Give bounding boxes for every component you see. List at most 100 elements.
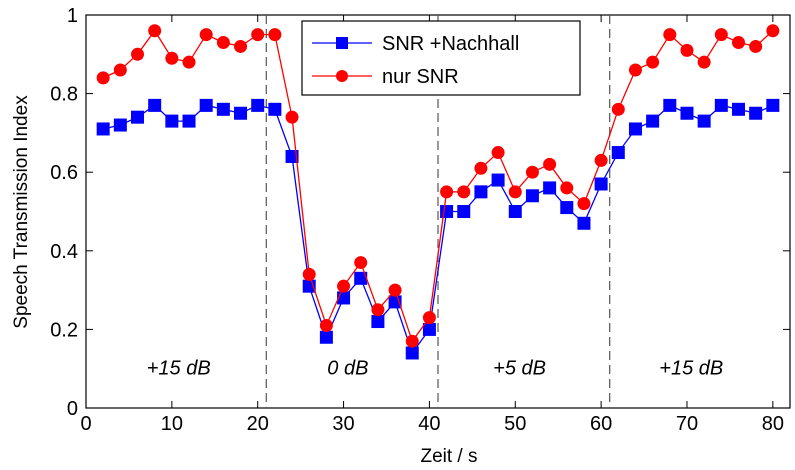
data-point-circle bbox=[337, 279, 351, 293]
data-point-circle bbox=[165, 51, 179, 65]
data-point-square bbox=[646, 114, 660, 128]
data-point-square bbox=[337, 291, 351, 305]
plot-area: 0 10 20 30 40 50 60 70 80 0 0.2 0.4 0.6 0.8 1 +15 dB 0 d… bbox=[50, 5, 791, 435]
data-point-square bbox=[714, 98, 728, 112]
data-point-square bbox=[113, 118, 127, 132]
y-tick-label: 0.2 bbox=[50, 319, 78, 341]
data-point-circle bbox=[319, 318, 333, 332]
data-point-circle bbox=[697, 55, 711, 69]
data-point-circle bbox=[440, 185, 454, 199]
x-tick-label: 0 bbox=[80, 413, 91, 435]
data-point-square bbox=[731, 102, 745, 116]
y-axis-title: Speech Transmission Index bbox=[11, 95, 32, 329]
data-point-square bbox=[491, 173, 505, 187]
data-point-square bbox=[766, 98, 780, 112]
data-point-square bbox=[457, 205, 471, 218]
data-point-circle bbox=[491, 146, 505, 160]
data-point-square bbox=[474, 185, 488, 199]
data-point-square bbox=[560, 201, 574, 215]
x-tick-label: 20 bbox=[247, 413, 269, 435]
data-point-circle bbox=[628, 63, 642, 77]
data-point-square bbox=[285, 149, 299, 163]
x-tick-label: 80 bbox=[762, 413, 784, 435]
data-point-circle bbox=[766, 24, 780, 38]
data-point-square bbox=[371, 315, 385, 329]
region-label: +15 dB bbox=[147, 358, 211, 380]
legend-marker-square bbox=[336, 37, 348, 49]
data-point-square bbox=[216, 102, 230, 116]
y-tick-label: 0.6 bbox=[50, 162, 78, 184]
data-point-circle bbox=[680, 43, 694, 57]
data-point-circle bbox=[405, 334, 419, 348]
data-point-square bbox=[508, 205, 522, 218]
region-label: +15 dB bbox=[659, 358, 723, 380]
data-point-circle bbox=[714, 28, 728, 42]
data-point-circle bbox=[113, 63, 127, 77]
data-point-square bbox=[251, 98, 265, 112]
data-point-square bbox=[577, 216, 591, 230]
data-point-circle bbox=[663, 28, 677, 42]
series-line-1 bbox=[103, 104, 774, 355]
data-point-square bbox=[611, 146, 625, 160]
x-tick-label: 30 bbox=[332, 413, 354, 435]
x-tick-label: 60 bbox=[590, 413, 612, 435]
data-point-square bbox=[148, 98, 162, 112]
region-label: +5 dB bbox=[493, 358, 546, 380]
data-point-square bbox=[268, 102, 282, 116]
data-point-square bbox=[405, 346, 419, 360]
data-point-circle bbox=[96, 71, 110, 85]
data-point-circle bbox=[508, 185, 522, 199]
data-point-circle bbox=[611, 102, 625, 116]
data-point-circle bbox=[594, 153, 608, 167]
data-point-square bbox=[628, 122, 642, 136]
data-point-square bbox=[680, 106, 694, 120]
series-line-2 bbox=[102, 29, 774, 343]
x-axis-title: Zeit / s bbox=[420, 446, 477, 467]
data-point-circle bbox=[354, 256, 368, 270]
data-point-circle bbox=[422, 311, 436, 325]
x-tick-label: 10 bbox=[161, 413, 183, 435]
data-point-circle bbox=[543, 157, 557, 171]
data-point-circle bbox=[302, 267, 316, 281]
data-point-circle bbox=[457, 185, 471, 199]
x-tick-label: 40 bbox=[418, 413, 440, 435]
data-point-square bbox=[594, 177, 608, 191]
data-point-square bbox=[182, 114, 196, 128]
data-point-square bbox=[422, 322, 436, 336]
y-tick-label: 1 bbox=[67, 5, 78, 27]
x-tick-label: 50 bbox=[504, 413, 526, 435]
data-point-circle bbox=[388, 283, 402, 297]
data-point-square bbox=[543, 181, 557, 195]
x-tick-label: 70 bbox=[676, 413, 698, 435]
data-point-circle bbox=[560, 181, 574, 195]
data-point-circle bbox=[285, 110, 299, 124]
data-point-circle bbox=[731, 36, 745, 50]
data-point-square bbox=[131, 110, 145, 124]
data-point-square bbox=[96, 122, 110, 136]
data-point-circle bbox=[577, 197, 591, 211]
data-point-circle bbox=[251, 28, 265, 42]
data-point-circle bbox=[646, 55, 660, 69]
data-point-circle bbox=[474, 161, 488, 175]
data-point-circle bbox=[749, 39, 763, 53]
y-tick-label: 0.4 bbox=[50, 241, 78, 263]
data-point-circle bbox=[216, 36, 230, 50]
data-point-square bbox=[165, 114, 179, 128]
data-point-circle bbox=[268, 28, 282, 42]
data-point-circle bbox=[131, 47, 145, 61]
data-point-square bbox=[663, 98, 677, 112]
data-point-circle bbox=[199, 28, 213, 42]
data-point-square bbox=[440, 205, 454, 218]
data-point-circle bbox=[234, 39, 248, 53]
data-point-square bbox=[525, 189, 539, 203]
legend-label-2: nur SNR bbox=[382, 66, 459, 88]
data-point-square bbox=[234, 106, 248, 120]
y-tick-label: 0.8 bbox=[50, 84, 78, 106]
data-point-circle bbox=[525, 165, 539, 179]
legend-box bbox=[301, 20, 581, 96]
data-point-circle bbox=[371, 303, 385, 317]
data-point-square bbox=[319, 330, 333, 344]
region-label: 0 dB bbox=[327, 358, 368, 380]
y-tick-label: 0 bbox=[67, 398, 78, 420]
